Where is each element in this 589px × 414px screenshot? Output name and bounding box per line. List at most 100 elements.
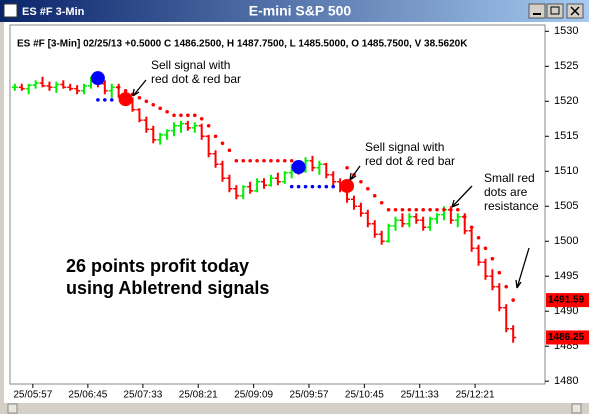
maximize-button[interactable] <box>546 3 564 19</box>
red-dot <box>199 116 204 121</box>
red-dot <box>435 207 439 212</box>
blue-dot <box>109 98 114 102</box>
y-tick-label: 1495 <box>554 270 578 282</box>
x-tick-label: 25/09:09 <box>234 390 273 401</box>
red-dot <box>262 158 266 163</box>
red-dot <box>469 225 474 230</box>
red-dot <box>490 256 495 261</box>
arrow <box>132 79 147 97</box>
annotation-line: Small red <box>484 171 535 185</box>
red-dot <box>407 207 412 212</box>
scroll-left[interactable] <box>7 403 18 414</box>
red-dot <box>172 113 176 118</box>
red-dot <box>241 158 246 163</box>
red-dot <box>497 270 502 275</box>
red-dot <box>462 214 467 219</box>
red-dot <box>282 158 287 163</box>
red-dot <box>366 186 370 191</box>
red-dot <box>421 207 425 212</box>
red-dot <box>192 113 197 118</box>
y-tick-label: 1510 <box>554 165 578 177</box>
blue-dot <box>310 184 315 189</box>
x-tick-label: 25/08:21 <box>179 390 218 401</box>
scroll-right[interactable] <box>571 403 582 414</box>
headline: 26 points profit today <box>66 256 249 276</box>
red-dot <box>504 284 509 289</box>
buy-signal <box>291 160 306 175</box>
red-dot <box>442 207 446 212</box>
red-dot <box>248 158 252 163</box>
annotations: Sell signal with red dot & red bar Sell … <box>151 58 539 213</box>
blue-dot <box>303 184 308 189</box>
blue-dot <box>324 184 329 189</box>
red-dot <box>206 123 211 128</box>
red-dot <box>276 158 280 163</box>
x-tick-label: 25/10:45 <box>345 390 384 401</box>
x-tick-label: 25/06:45 <box>68 390 107 401</box>
minimize-button[interactable] <box>528 3 546 19</box>
red-dot <box>165 109 169 114</box>
red-dot <box>227 148 232 153</box>
x-tick-label: 25/12:21 <box>456 390 495 401</box>
red-dot <box>483 246 488 251</box>
arrow <box>515 247 530 289</box>
red-dot <box>379 200 384 205</box>
red-dot <box>151 102 156 107</box>
red-dot <box>186 113 190 118</box>
red-dot <box>372 193 377 198</box>
y-tick-label: 1490 <box>554 305 578 317</box>
red-dot <box>255 158 259 163</box>
red-dot <box>220 141 225 146</box>
y-tick-label: 1515 <box>554 130 578 142</box>
y-tick-label: 1505 <box>554 200 578 212</box>
scrollbar[interactable] <box>4 403 589 414</box>
red-dot <box>144 99 149 104</box>
price-tag <box>546 293 589 308</box>
sell-signal <box>340 178 355 193</box>
x-tick-label: 25/09:57 <box>290 390 329 401</box>
red-dot <box>511 298 515 302</box>
blue-dot <box>103 98 107 102</box>
blue-dot <box>331 184 336 189</box>
blue-dot <box>296 184 301 189</box>
arrow <box>451 185 473 208</box>
red-dot <box>476 235 481 240</box>
annotation-line: red dot & red bar <box>151 72 241 86</box>
annotation-line: red dot & red bar <box>365 154 455 168</box>
price-tag <box>546 330 589 345</box>
blue-dot <box>96 98 100 102</box>
red-dot <box>393 207 398 212</box>
price-tag-label: 1486.25 <box>548 332 585 343</box>
window-buttons[interactable] <box>528 3 584 19</box>
maximize-glyph <box>550 6 560 15</box>
close-glyph <box>570 6 580 16</box>
y-tick-label: 1500 <box>554 235 578 247</box>
annotation-line: dots are <box>484 185 528 199</box>
chart-title: E-mini S&P 500 <box>249 3 352 19</box>
red-dot <box>414 207 419 212</box>
y-tick-label: 1480 <box>554 375 578 387</box>
title-bar <box>0 0 589 22</box>
x-tick-label: 25/11:33 <box>401 390 440 401</box>
red-dot <box>234 158 239 163</box>
buy-signal <box>90 71 105 86</box>
red-dot <box>158 106 162 111</box>
red-dot <box>269 158 273 163</box>
window-icon <box>3 3 18 18</box>
red-dot <box>213 134 218 139</box>
red-dot <box>359 179 363 184</box>
red-dot <box>289 158 294 163</box>
annotation-line: Sell signal with <box>365 140 444 154</box>
red-dot <box>116 85 121 90</box>
sell-signal <box>118 92 133 107</box>
red-dot <box>449 207 453 212</box>
window-title: ES #F 3-Min <box>22 6 85 18</box>
x-tick-label: 25/07:33 <box>123 390 162 401</box>
blue-dot <box>317 184 322 189</box>
red-dot <box>137 95 142 100</box>
blue-dot <box>289 184 294 189</box>
annotation-arrows <box>132 79 530 289</box>
price-tag-label: 1491.59 <box>548 295 585 306</box>
